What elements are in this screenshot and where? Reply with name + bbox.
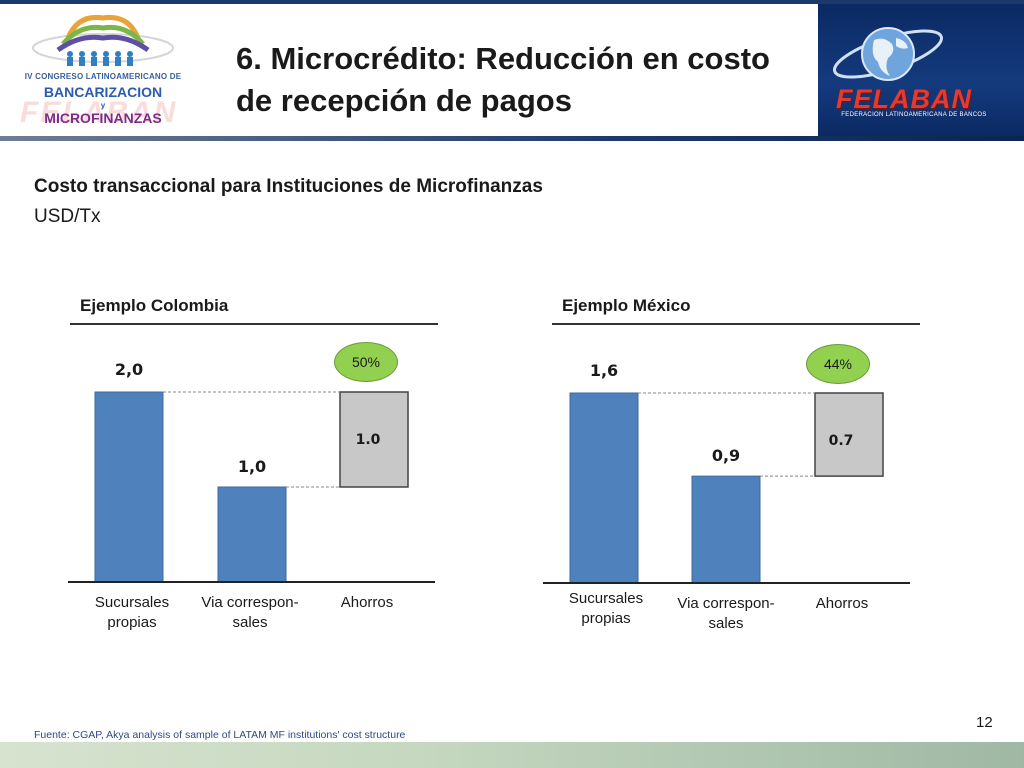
globe-icon bbox=[833, 27, 943, 81]
category-label-via-mexico: Via correspon- sales bbox=[664, 594, 788, 634]
category-label-sucursales-mexico: Sucursales propias bbox=[552, 589, 660, 629]
category-label-ahorros-colombia: Ahorros bbox=[340, 594, 394, 611]
category-label-line2: sales bbox=[708, 615, 744, 632]
value-label-colombia-sucursales: 2,0 bbox=[115, 360, 143, 379]
header-top-rule bbox=[0, 0, 1024, 4]
value-label-mexico-sucursales: 1,6 bbox=[590, 361, 618, 380]
header-logo-panel bbox=[818, 4, 1024, 136]
footer-source: Fuente: CGAP, Akya analysis of sample of… bbox=[34, 729, 406, 741]
category-label-line1: Sucursales bbox=[568, 590, 644, 607]
panel-rule-colombia bbox=[70, 323, 438, 325]
savings-badge-colombia: 50% bbox=[334, 342, 398, 382]
logo-line2: MICROFINANZAS bbox=[44, 110, 162, 126]
bar-colombia-ahorros bbox=[339, 391, 409, 488]
page-number: 12 bbox=[976, 714, 993, 731]
panel-title-mexico: Ejemplo México bbox=[562, 296, 691, 315]
category-label-sucursales-colombia: Sucursales propias bbox=[78, 593, 186, 633]
category-label-ahorros-mexico: Ahorros bbox=[815, 595, 869, 612]
congreso-logo: FELABAN IV CONGRESO LATINOAMERICANO DE B… bbox=[8, 8, 198, 132]
bar-mexico-sucursales bbox=[569, 392, 639, 584]
category-label-line2: sales bbox=[232, 614, 268, 631]
category-label-line2: propias bbox=[581, 610, 631, 627]
category-label-line2: propias bbox=[107, 614, 157, 631]
felaban-subtitle: FEDERACION LATINOAMERICANA DE BANCOS bbox=[841, 112, 987, 118]
header-band bbox=[0, 0, 820, 138]
chart-unit: USD/Tx bbox=[34, 206, 101, 227]
panel-rule-mexico bbox=[552, 323, 920, 325]
category-label-line1: Sucursales bbox=[94, 594, 170, 611]
logo-conjunction: y bbox=[100, 101, 106, 110]
chart-heading: Costo transaccional para Instituciones d… bbox=[34, 176, 543, 197]
value-label-mexico-ahorros: 0.7 bbox=[829, 433, 854, 449]
value-label-mexico-via: 0,9 bbox=[712, 446, 740, 465]
value-label-colombia-via: 1,0 bbox=[238, 457, 266, 476]
savings-badge-mexico: 44% bbox=[806, 344, 870, 384]
logo-subtitle: IV CONGRESO LATINOAMERICANO DE bbox=[24, 72, 182, 81]
bar-mexico-via bbox=[691, 475, 761, 584]
category-label-line1: Via correspon- bbox=[677, 595, 775, 612]
logo-line1: BANCARIZACION bbox=[43, 84, 163, 100]
category-label-line1: Via correspon- bbox=[201, 594, 299, 611]
congreso-people-icon bbox=[32, 14, 174, 66]
bar-mexico-ahorros bbox=[814, 392, 884, 477]
panel-title-colombia: Ejemplo Colombia bbox=[80, 296, 229, 315]
bar-colombia-sucursales bbox=[94, 391, 164, 583]
logo-watermark: FELABAN bbox=[20, 96, 178, 129]
slide-title: 6. Microcrédito: Reducción en costo de r… bbox=[236, 41, 770, 118]
header-bottom-rule bbox=[0, 136, 1024, 141]
bar-colombia-via bbox=[217, 486, 287, 583]
footer-band bbox=[0, 742, 1024, 768]
felaban-wordmark: FELABAN bbox=[836, 84, 972, 114]
value-label-colombia-ahorros: 1.0 bbox=[356, 432, 381, 448]
felaban-logo: FELABAN FEDERACION LATINOAMERICANA DE BA… bbox=[826, 22, 1016, 130]
category-label-via-colombia: Via correspon- sales bbox=[188, 593, 312, 633]
